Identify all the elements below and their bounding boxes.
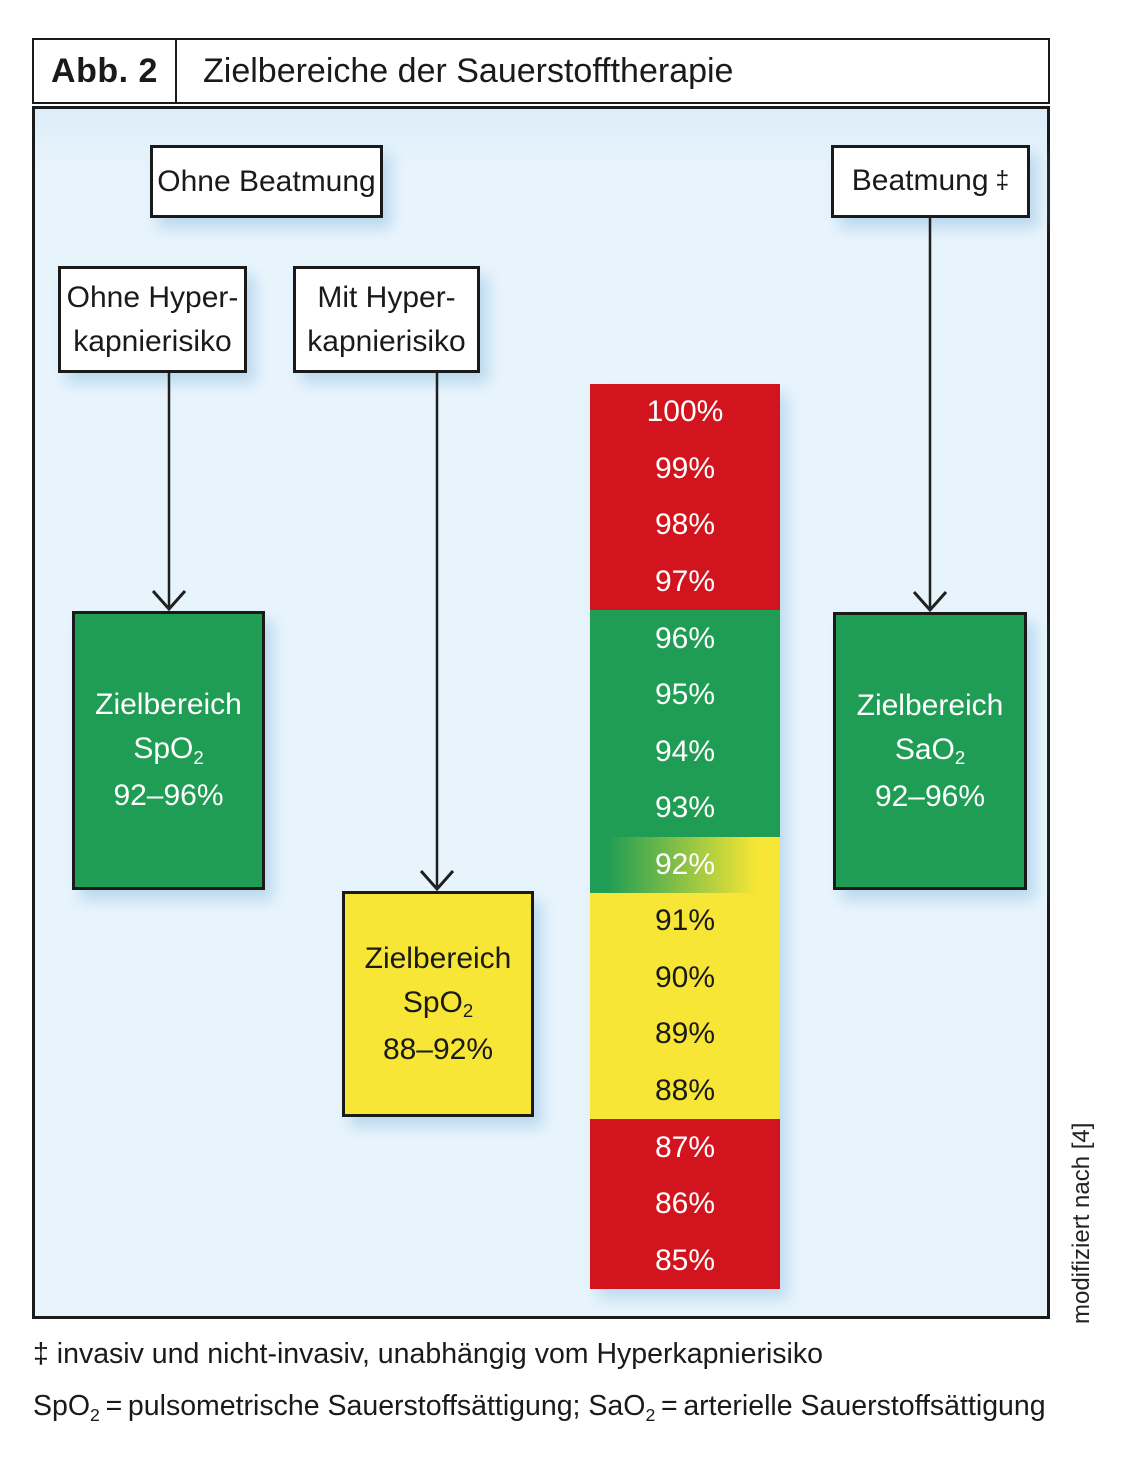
dagger-mark: ‡: [995, 166, 1010, 194]
figure-title-bar: Abb. 2 Zielbereiche der Sauerstofftherap…: [32, 38, 1050, 104]
scale-row-92: 92%: [590, 836, 780, 894]
footnote-dagger: ‡ invasiv und nicht-invasiv, unabhängig …: [33, 1338, 823, 1370]
figure-title: Zielbereiche der Sauerstofftherapie: [203, 51, 734, 90]
arrow-ohne-hyper-to-target: [151, 373, 187, 612]
scale-row-99: 99%: [590, 440, 780, 498]
target-left-range: 92–96%: [113, 779, 224, 812]
scale-row-91: 91%: [590, 893, 780, 950]
node-ohne-beatmung: Ohne Beatmung: [150, 145, 383, 218]
scale-row-98: 98%: [590, 497, 780, 554]
arrow-beatmung-to-target: [912, 218, 948, 613]
target-right-line1: Zielbereich: [856, 688, 1004, 722]
scale-row-90: 90%: [590, 949, 780, 1007]
target-middle-line1: Zielbereich: [364, 941, 512, 975]
footnote-abbreviations: SpO2 = pulsometrische Sauerstoffsättigun…: [33, 1390, 1046, 1425]
target-box-sao2-92-96: Zielbereich SaO2 92–96%: [833, 612, 1027, 890]
scale-row-88: 88%: [590, 1062, 780, 1120]
scale-row-85: 85%: [590, 1232, 780, 1289]
node-ohne-hyper-line1: Ohne Hyper-: [66, 280, 239, 314]
target-left-formula: SpO2: [133, 732, 204, 768]
diagram-panel: Ohne Beatmung Beatmung ‡ Ohne Hyper- kapn…: [32, 106, 1050, 1319]
target-right-range: 92–96%: [874, 779, 986, 813]
node-ohne-beatmung-label: Ohne Beatmung: [157, 164, 376, 198]
target-middle-formula: SpO2: [402, 985, 474, 1022]
scale-row-89: 89%: [590, 1006, 780, 1063]
target-box-spo2-88-92: Zielbereich SpO2 88–92%: [342, 891, 534, 1117]
node-ohne-hyper-line2: kapnierisiko: [73, 324, 232, 358]
target-left-line1: Zielbereich: [95, 688, 242, 721]
node-ohne-hyperkapnierisiko: Ohne Hyper- kapnierisiko: [58, 266, 247, 373]
node-beatmung: Beatmung ‡: [831, 145, 1030, 218]
source-credit: modifiziert nach [4]: [1068, 1122, 1095, 1324]
node-beatmung-label: Beatmung ‡: [851, 163, 1010, 197]
scale-row-93: 93%: [590, 779, 780, 837]
arrow-mit-hyper-to-target: [419, 373, 455, 892]
target-right-formula: SaO2: [894, 732, 966, 769]
scale-row-97: 97%: [590, 553, 780, 611]
scale-row-96: 96%: [590, 610, 780, 667]
target-middle-range: 88–92%: [382, 1032, 494, 1066]
scale-row-87: 87%: [590, 1119, 780, 1176]
scale-row-94: 94%: [590, 723, 780, 780]
scale-row-86: 86%: [590, 1175, 780, 1233]
node-mit-hyper-line2: kapnierisiko: [307, 324, 466, 358]
scale-row-95: 95%: [590, 666, 780, 724]
target-box-spo2-92-96: Zielbereich SpO2 92–96%: [72, 611, 265, 890]
figure-label: Abb. 2: [34, 40, 177, 102]
scale-row-100: 100%: [590, 384, 780, 441]
saturation-scale: 100% 99% 98% 97% 96% 95% 94% 93% 92% 91% 90% 89% 88%…: [590, 384, 780, 1289]
node-mit-hyperkapnierisiko: Mit Hyper- kapnierisiko: [293, 266, 480, 373]
node-mit-hyper-line1: Mit Hyper-: [317, 280, 456, 314]
